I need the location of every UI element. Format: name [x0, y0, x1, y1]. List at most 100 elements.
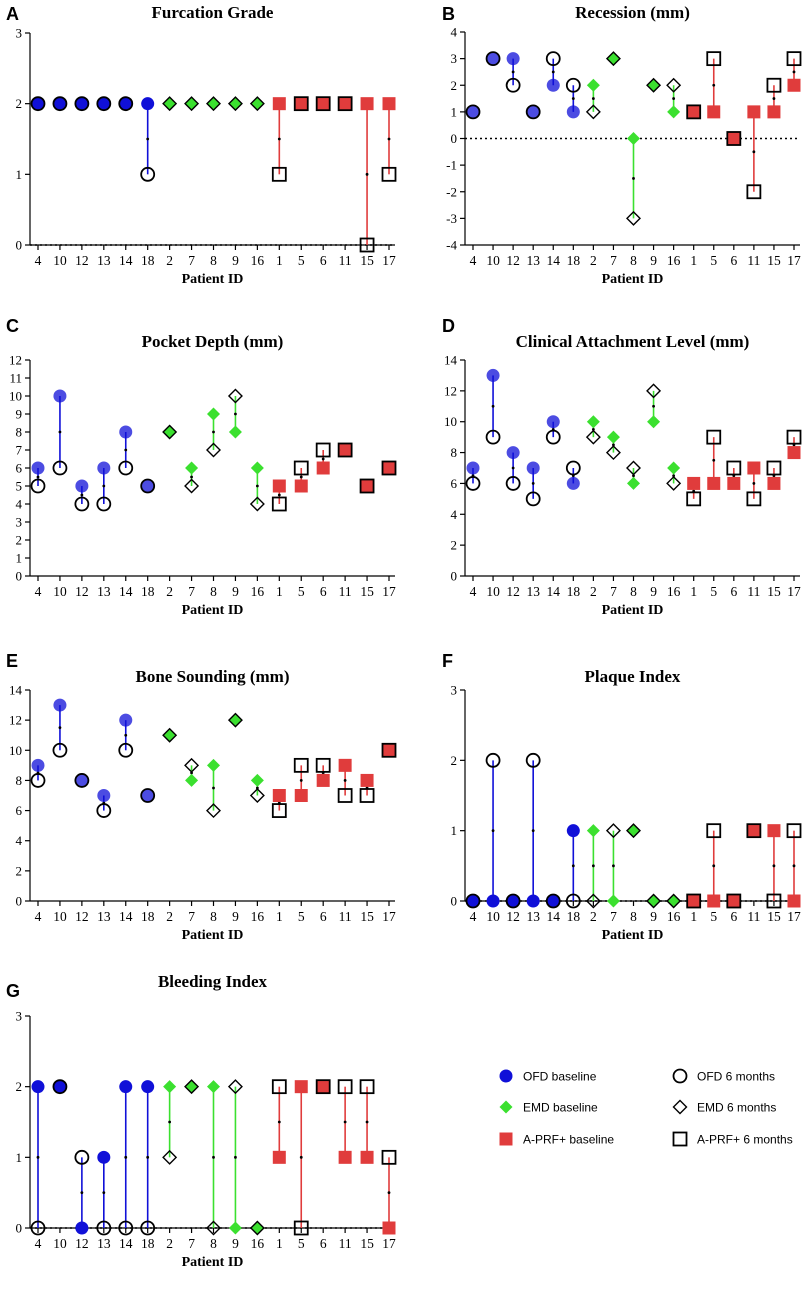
x-tick-label-16: 16: [667, 253, 681, 268]
baseline-point-8: [207, 1080, 220, 1094]
baseline-point-7: [606, 894, 620, 908]
baseline-point-2: [163, 97, 177, 111]
x-tick-label-10: 10: [53, 584, 67, 599]
followup-point-9: [227, 1079, 243, 1095]
followup-point-18: [565, 77, 581, 93]
x-tick-label-2: 2: [166, 909, 173, 924]
x-tick-label-13: 13: [526, 253, 540, 268]
x-tick-label-13: 13: [97, 1236, 111, 1251]
baseline-point-17: [787, 446, 801, 460]
mean-dot-15: [365, 172, 369, 176]
followup-point-13: [96, 96, 112, 112]
legend-label-ofd-baseline: OFD baseline: [523, 1070, 597, 1084]
baseline-point-6: [727, 894, 741, 908]
baseline-point-18: [141, 479, 155, 493]
x-tick-label-7: 7: [188, 909, 195, 924]
x-tick-label-12: 12: [506, 909, 520, 924]
baseline-point-12: [75, 479, 89, 493]
baseline-point-14: [119, 713, 133, 727]
y-tick-label: 0: [451, 131, 458, 146]
x-tick-label-17: 17: [382, 253, 396, 268]
baseline-point-17: [787, 894, 801, 908]
mean-dot-1: [277, 493, 281, 497]
baseline-point-6: [316, 461, 330, 475]
baseline-point-7: [185, 97, 199, 111]
y-tick-label: 1: [451, 104, 458, 119]
x-tick-label-8: 8: [630, 909, 637, 924]
mean-dot-5: [712, 458, 716, 462]
baseline-point-1: [272, 97, 286, 111]
followup-point-17: [381, 742, 397, 758]
followup-point-11: [746, 491, 762, 507]
mean-dot-13: [531, 482, 535, 485]
baseline-point-8: [627, 476, 640, 490]
baseline-point-1: [272, 479, 286, 493]
panel-letter-c: C: [6, 316, 19, 336]
baseline-point-13: [526, 461, 540, 475]
followup-point-8: [626, 210, 641, 226]
x-tick-label-9: 9: [650, 584, 657, 599]
y-tick-label: 4: [451, 25, 458, 40]
followup-point-13: [525, 752, 541, 768]
y-tick-label: -3: [446, 211, 457, 226]
baseline-point-16: [250, 461, 264, 475]
mean-dot-5: [712, 864, 716, 868]
baseline-point-5: [707, 105, 721, 119]
y-tick-label: 1: [16, 1150, 23, 1165]
mean-dot-13: [102, 484, 106, 488]
legend-marker-emd-baseline: [499, 1100, 513, 1114]
followup-point-8: [206, 1220, 221, 1236]
baseline-point-9: [228, 713, 242, 727]
followup-point-14: [118, 742, 134, 758]
followup-point-12: [505, 893, 521, 909]
followup-point-1: [271, 803, 287, 818]
followup-point-16: [666, 893, 682, 909]
y-tick-label: 2: [451, 538, 458, 553]
baseline-point-15: [767, 105, 781, 119]
x-tick-label-2: 2: [166, 584, 173, 599]
followup-point-18: [140, 478, 156, 494]
baseline-point-18: [566, 824, 580, 838]
baseline-point-5: [294, 97, 308, 111]
x-tick-label-13: 13: [97, 909, 111, 924]
baseline-point-4: [31, 1080, 45, 1094]
x-tick-label-9: 9: [232, 909, 239, 924]
y-tick-label: -2: [446, 184, 457, 199]
y-tick-label: 12: [444, 383, 457, 398]
baseline-point-5: [707, 894, 721, 908]
baseline-point-2: [163, 728, 177, 742]
followup-point-8: [206, 442, 221, 458]
mean-dot-13: [102, 1191, 106, 1195]
y-tick-label: 3: [16, 1009, 23, 1024]
followup-point-8: [626, 460, 641, 476]
baseline-point-17: [787, 78, 801, 92]
x-tick-label-6: 6: [320, 253, 327, 268]
x-tick-label-8: 8: [210, 584, 217, 599]
baseline-point-13: [97, 789, 111, 802]
x-tick-label-5: 5: [298, 1236, 305, 1251]
followup-point-4: [30, 96, 46, 112]
baseline-point-16: [250, 97, 264, 111]
followup-point-8: [626, 823, 641, 839]
followup-point-11: [337, 442, 353, 458]
mean-dot-16: [672, 474, 676, 478]
baseline-point-14: [546, 415, 560, 429]
x-tick-label-18: 18: [141, 909, 155, 924]
panel-letter-f: F: [442, 651, 453, 671]
y-tick-label: 12: [9, 353, 22, 368]
y-tick-label: 10: [9, 743, 22, 758]
baseline-point-2: [163, 1080, 177, 1094]
y-tick-label: 3: [16, 26, 23, 41]
legend-marker-emd-followup: [672, 1099, 688, 1115]
panel-title: Recession (mm): [575, 3, 690, 22]
followup-point-6: [315, 96, 331, 112]
x-tick-label-6: 6: [730, 909, 737, 924]
x-tick-label-17: 17: [382, 584, 396, 599]
y-tick-label: 14: [9, 683, 23, 698]
followup-point-2: [162, 96, 178, 112]
baseline-point-11: [747, 461, 761, 475]
baseline-point-7: [185, 1080, 199, 1094]
mean-dot-15: [365, 1120, 369, 1124]
baseline-point-2: [586, 415, 600, 429]
